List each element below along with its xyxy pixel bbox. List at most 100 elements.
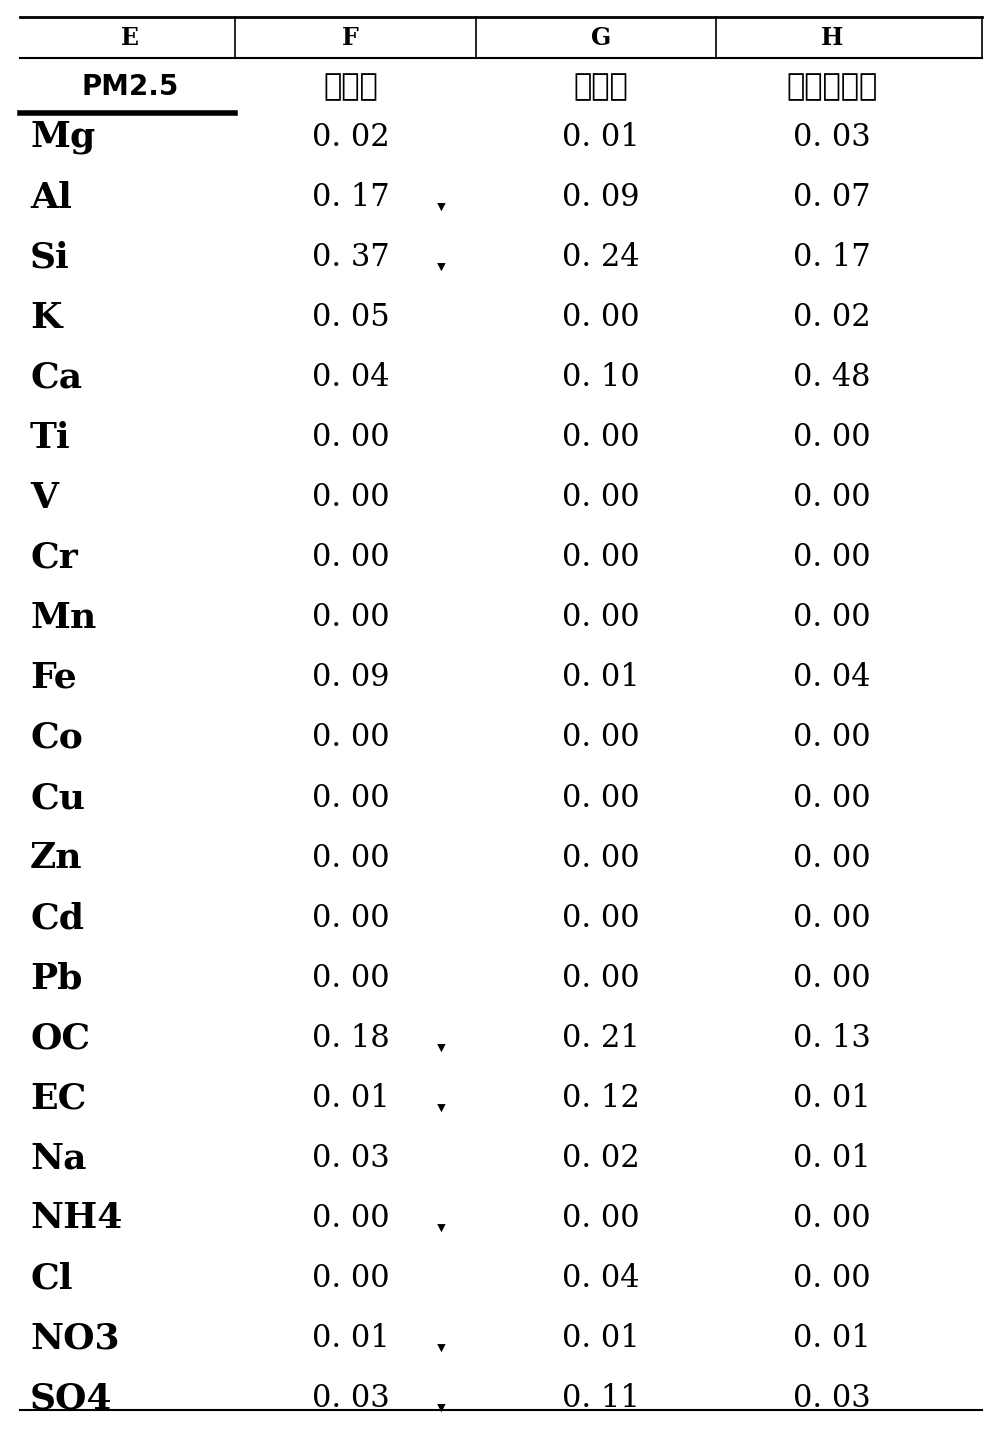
Text: SO4: SO4 — [30, 1382, 112, 1415]
Text: 0. 00: 0. 00 — [312, 482, 390, 514]
Text: 0. 00: 0. 00 — [793, 1263, 871, 1294]
Text: 0. 00: 0. 00 — [312, 903, 390, 933]
Text: Ca: Ca — [30, 360, 82, 395]
Text: 0. 00: 0. 00 — [562, 602, 640, 634]
Text: Cu: Cu — [30, 781, 85, 815]
Text: Al: Al — [30, 181, 72, 214]
Text: 0. 04: 0. 04 — [562, 1263, 640, 1294]
Text: 0. 00: 0. 00 — [312, 1202, 390, 1234]
Text: 0. 48: 0. 48 — [793, 362, 871, 394]
Text: 0. 03: 0. 03 — [793, 122, 871, 153]
Text: ▸: ▸ — [432, 1404, 450, 1411]
Text: E: E — [121, 26, 139, 49]
Text: V: V — [30, 480, 58, 515]
Text: ▸: ▸ — [432, 203, 450, 210]
Text: Mg: Mg — [30, 120, 95, 155]
Text: Cr: Cr — [30, 541, 78, 574]
Text: Si: Si — [30, 240, 70, 275]
Text: 0. 21: 0. 21 — [562, 1023, 640, 1053]
Text: 0. 00: 0. 00 — [793, 842, 871, 874]
Text: 0. 00: 0. 00 — [562, 962, 640, 994]
Text: K: K — [30, 301, 61, 334]
Text: 0. 09: 0. 09 — [312, 663, 390, 693]
Text: 0. 01: 0. 01 — [793, 1143, 871, 1174]
Text: 燃煤尘: 燃煤尘 — [574, 72, 628, 101]
Text: 0. 03: 0. 03 — [312, 1143, 390, 1174]
Text: 0. 00: 0. 00 — [793, 962, 871, 994]
Text: 0. 01: 0. 01 — [793, 1323, 871, 1354]
Text: 0. 00: 0. 00 — [562, 482, 640, 514]
Text: 0. 01: 0. 01 — [312, 1323, 390, 1354]
Text: 0. 00: 0. 00 — [312, 423, 390, 453]
Text: 0. 11: 0. 11 — [562, 1383, 640, 1414]
Text: 0. 01: 0. 01 — [562, 122, 640, 153]
Text: 0. 04: 0. 04 — [793, 663, 871, 693]
Text: 0. 00: 0. 00 — [312, 722, 390, 754]
Text: 0. 00: 0. 00 — [562, 543, 640, 573]
Text: ▸: ▸ — [432, 1223, 450, 1231]
Text: 0. 10: 0. 10 — [562, 362, 640, 394]
Text: 0. 00: 0. 00 — [562, 302, 640, 333]
Text: Cd: Cd — [30, 901, 84, 935]
Text: ▸: ▸ — [432, 262, 450, 271]
Text: 0. 37: 0. 37 — [312, 242, 390, 273]
Text: 建筑水泥尘: 建筑水泥尘 — [786, 72, 878, 101]
Text: 0. 00: 0. 00 — [793, 1202, 871, 1234]
Text: 0. 09: 0. 09 — [562, 182, 640, 213]
Text: 0. 00: 0. 00 — [793, 903, 871, 933]
Text: EC: EC — [30, 1081, 86, 1116]
Text: Zn: Zn — [30, 841, 83, 875]
Text: 0. 00: 0. 00 — [562, 1202, 640, 1234]
Text: 0. 12: 0. 12 — [562, 1082, 640, 1114]
Text: 0. 01: 0. 01 — [793, 1082, 871, 1114]
Text: 0. 00: 0. 00 — [793, 722, 871, 754]
Text: NO3: NO3 — [30, 1321, 119, 1356]
Text: ▸: ▸ — [432, 1343, 450, 1351]
Text: 0. 18: 0. 18 — [312, 1023, 390, 1053]
Text: Cl: Cl — [30, 1262, 72, 1295]
Text: 0. 00: 0. 00 — [312, 543, 390, 573]
Text: 0. 00: 0. 00 — [562, 722, 640, 754]
Text: 0. 00: 0. 00 — [312, 1263, 390, 1294]
Text: 0. 00: 0. 00 — [793, 543, 871, 573]
Text: 0. 17: 0. 17 — [312, 182, 390, 213]
Text: 0. 03: 0. 03 — [793, 1383, 871, 1414]
Text: 0. 00: 0. 00 — [793, 783, 871, 813]
Text: 土壤尘: 土壤尘 — [324, 72, 378, 101]
Text: 0. 01: 0. 01 — [562, 1323, 640, 1354]
Text: ▸: ▸ — [432, 1103, 450, 1111]
Text: 0. 13: 0. 13 — [793, 1023, 871, 1053]
Text: F: F — [343, 26, 359, 49]
Text: Mn: Mn — [30, 601, 96, 635]
Text: Pb: Pb — [30, 961, 82, 996]
Text: 0. 00: 0. 00 — [562, 903, 640, 933]
Text: ▸: ▸ — [432, 1043, 450, 1051]
Text: OC: OC — [30, 1022, 90, 1055]
Text: 0. 01: 0. 01 — [562, 663, 640, 693]
Text: G: G — [591, 26, 611, 49]
Text: 0. 00: 0. 00 — [562, 423, 640, 453]
Text: 0. 02: 0. 02 — [562, 1143, 640, 1174]
Text: 0. 03: 0. 03 — [312, 1383, 390, 1414]
Text: 0. 00: 0. 00 — [312, 962, 390, 994]
Text: 0. 02: 0. 02 — [793, 302, 871, 333]
Text: Na: Na — [30, 1142, 86, 1175]
Text: NH4: NH4 — [30, 1201, 122, 1236]
Text: Fe: Fe — [30, 661, 77, 695]
Text: 0. 00: 0. 00 — [793, 602, 871, 634]
Text: 0. 07: 0. 07 — [793, 182, 871, 213]
Text: 0. 05: 0. 05 — [312, 302, 390, 333]
Text: Co: Co — [30, 721, 83, 755]
Text: PM2.5: PM2.5 — [81, 72, 179, 101]
Text: 0. 00: 0. 00 — [562, 842, 640, 874]
Text: 0. 00: 0. 00 — [312, 602, 390, 634]
Text: 0. 01: 0. 01 — [312, 1082, 390, 1114]
Text: 0. 00: 0. 00 — [793, 423, 871, 453]
Text: 0. 00: 0. 00 — [562, 783, 640, 813]
Text: 0. 04: 0. 04 — [312, 362, 390, 394]
Text: 0. 00: 0. 00 — [312, 783, 390, 813]
Text: Ti: Ti — [30, 421, 71, 454]
Text: 0. 17: 0. 17 — [793, 242, 871, 273]
Text: H: H — [821, 26, 843, 49]
Text: 0. 02: 0. 02 — [312, 122, 390, 153]
